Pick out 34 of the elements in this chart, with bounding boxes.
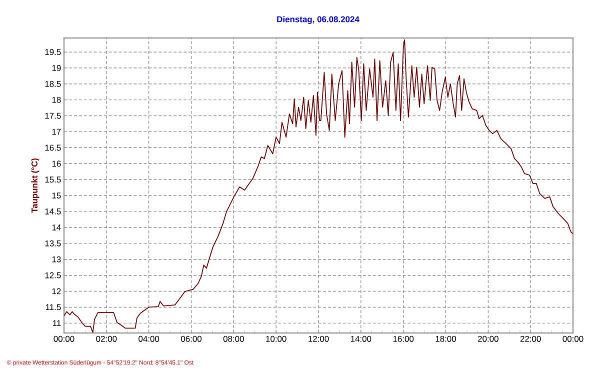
x-tick-label: 22:00: [520, 336, 541, 342]
x-tick-label: 18:00: [436, 336, 456, 342]
chart-title: Dienstag, 06.08.2024: [277, 16, 360, 24]
x-tick-label: 14:00: [350, 336, 372, 342]
y-tick-label: 15: [52, 192, 61, 198]
x-tick-label: 00:00: [54, 336, 74, 342]
y-tick-label: 13: [52, 256, 61, 262]
y-tick-label: 15.5: [45, 176, 61, 183]
y-tick-label: 19.5: [45, 49, 61, 56]
line-series: [64, 39, 574, 333]
y-tick-label: 16.5: [45, 144, 61, 151]
y-tick-label: 12.5: [45, 272, 61, 278]
y-tick-label: 19: [52, 64, 61, 71]
y-tick-label: 14.5: [45, 208, 61, 214]
y-tick-label: 11: [52, 320, 61, 326]
y-tick-label: 16: [52, 160, 61, 167]
x-tick-label: 04:00: [138, 336, 160, 342]
y-tick-label: 17.5: [45, 112, 61, 119]
y-tick-label: 18: [52, 96, 61, 103]
x-tick-label: 20:00: [478, 336, 498, 342]
x-tick-label: 16:00: [393, 336, 414, 342]
y-tick-label: 14: [52, 224, 61, 230]
y-tick-label: 18.5: [45, 80, 61, 87]
x-tick-label: 10:00: [266, 336, 286, 342]
x-tick-label: 06:00: [180, 336, 202, 342]
y-axis-title: Taupunkt (°C): [31, 158, 40, 213]
x-tick-label: 08:00: [223, 336, 244, 342]
x-tick-label: 00:00: [562, 336, 584, 342]
y-tick-label: 13.5: [45, 240, 61, 246]
y-tick-label: 11.5: [46, 304, 61, 310]
y-tick-label: 12: [52, 288, 61, 294]
y-tick-label: 17: [52, 128, 61, 135]
x-tick-label: 12:00: [308, 336, 329, 342]
x-tick-label: 02:00: [96, 336, 117, 342]
